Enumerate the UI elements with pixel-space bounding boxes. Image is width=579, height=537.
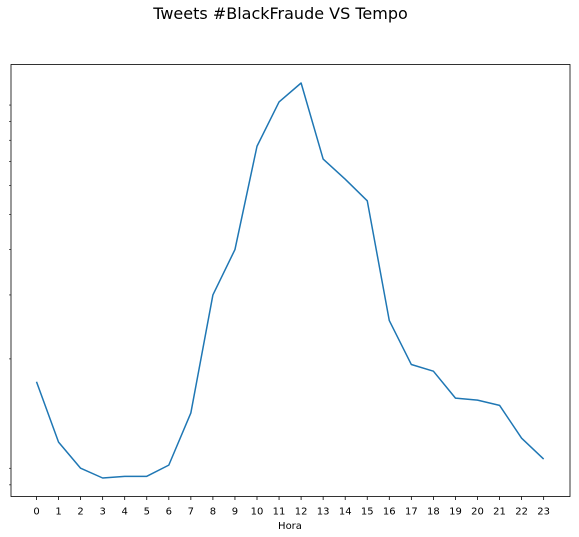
axes-frame bbox=[10, 64, 571, 497]
x-tick-label: 3 bbox=[99, 507, 105, 518]
x-tick-label: 6 bbox=[166, 507, 172, 518]
x-tick-label: 15 bbox=[361, 507, 374, 518]
series-layer bbox=[35, 82, 545, 479]
x-axis-ticks: 0 1 2 3 4 5 6 7 8 9 10 11 12 13 14 15 16 17 18 19 20 21 22 23 bbox=[33, 496, 550, 518]
x-tick-label: 19 bbox=[449, 507, 462, 518]
series-line bbox=[35, 82, 545, 479]
x-tick-label: 2 bbox=[77, 507, 83, 518]
x-tick-label: 9 bbox=[232, 507, 238, 518]
x-axis-label: Hora bbox=[278, 521, 302, 532]
x-tick-label: 22 bbox=[515, 507, 528, 518]
x-tick-label: 12 bbox=[295, 507, 308, 518]
chart-title: Tweets #BlackFraude VS Tempo bbox=[152, 4, 408, 23]
x-tick-label: 20 bbox=[471, 507, 484, 518]
x-tick-label: 23 bbox=[537, 507, 550, 518]
x-tick-label: 14 bbox=[339, 507, 352, 518]
x-tick-label: 13 bbox=[317, 507, 330, 518]
x-tick-label: 1 bbox=[55, 507, 61, 518]
x-tick-label: 18 bbox=[427, 507, 440, 518]
x-tick-label: 7 bbox=[188, 507, 194, 518]
x-tick-label: 21 bbox=[493, 507, 506, 518]
x-tick-label: 0 bbox=[33, 507, 39, 518]
y-axis-ticks bbox=[9, 104, 11, 486]
x-tick-label: 4 bbox=[122, 507, 128, 518]
x-tick-label: 16 bbox=[383, 507, 396, 518]
x-tick-label: 17 bbox=[405, 507, 418, 518]
x-tick-label: 5 bbox=[144, 507, 150, 518]
x-tick-label: 10 bbox=[251, 507, 264, 518]
x-tick-label: 8 bbox=[210, 507, 216, 518]
plot-area: 0 1 2 3 4 5 6 7 8 9 10 11 12 13 14 15 16 17 18 19 20 21 22 23 bbox=[9, 64, 571, 518]
x-tick-label: 11 bbox=[273, 507, 286, 518]
